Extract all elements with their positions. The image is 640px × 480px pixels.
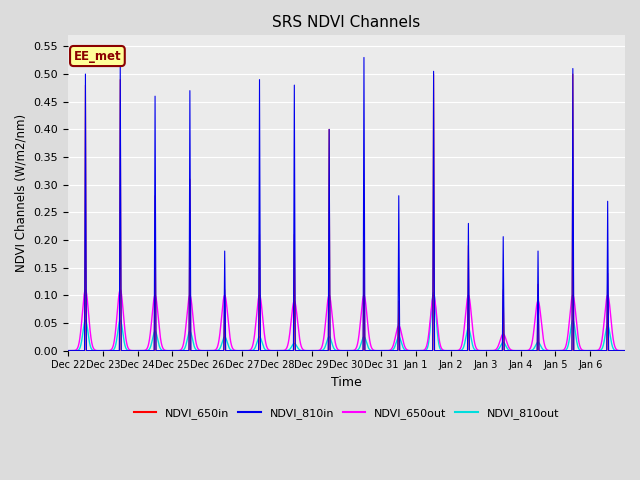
Text: EE_met: EE_met (74, 49, 121, 62)
NDVI_650in (266, 348, 273, 353)
NDVI_810in (621, 348, 629, 353)
NDVI_650out (418, 348, 426, 353)
Y-axis label: NDVI Channels (W/m2/nm): NDVI Channels (W/m2/nm) (15, 114, 28, 272)
Line: NDVI_810out: NDVI_810out (68, 292, 625, 350)
NDVI_810in (64, 348, 72, 353)
NDVI_650out (64, 348, 72, 353)
NDVI_810in (418, 348, 426, 353)
NDVI_650out (81, 287, 89, 293)
NDVI_650out (621, 348, 629, 353)
NDVI_810in (507, 348, 515, 353)
NDVI_810in (360, 55, 368, 60)
NDVI_810out (394, 336, 401, 341)
NDVI_650out (477, 348, 485, 353)
Title: SRS NDVI Channels: SRS NDVI Channels (273, 15, 420, 30)
NDVI_810out (621, 348, 629, 353)
Line: NDVI_650out: NDVI_650out (68, 290, 625, 350)
NDVI_810out (64, 348, 72, 353)
NDVI_810out (429, 289, 437, 295)
NDVI_650out (394, 324, 401, 330)
NDVI_810out (477, 348, 485, 353)
NDVI_650in (507, 348, 515, 353)
NDVI_650in (477, 348, 485, 353)
NDVI_650out (92, 348, 100, 353)
NDVI_650in (64, 348, 72, 353)
NDVI_650in (418, 348, 426, 353)
Line: NDVI_810in: NDVI_810in (68, 58, 625, 350)
NDVI_650in (429, 71, 437, 77)
NDVI_810out (92, 348, 100, 353)
NDVI_650in (92, 348, 100, 353)
NDVI_810out (266, 348, 273, 353)
Legend: NDVI_650in, NDVI_810in, NDVI_650out, NDVI_810out: NDVI_650in, NDVI_810in, NDVI_650out, NDV… (130, 404, 563, 423)
NDVI_650out (507, 347, 515, 352)
NDVI_650out (266, 348, 273, 353)
NDVI_810out (507, 348, 515, 353)
NDVI_810out (418, 348, 426, 353)
NDVI_810in (92, 348, 100, 353)
Line: NDVI_650in: NDVI_650in (68, 74, 625, 350)
NDVI_650in (621, 348, 629, 353)
NDVI_810in (266, 348, 273, 353)
X-axis label: Time: Time (331, 376, 362, 389)
NDVI_810in (394, 348, 401, 353)
NDVI_650in (394, 348, 401, 353)
NDVI_810in (477, 348, 485, 353)
